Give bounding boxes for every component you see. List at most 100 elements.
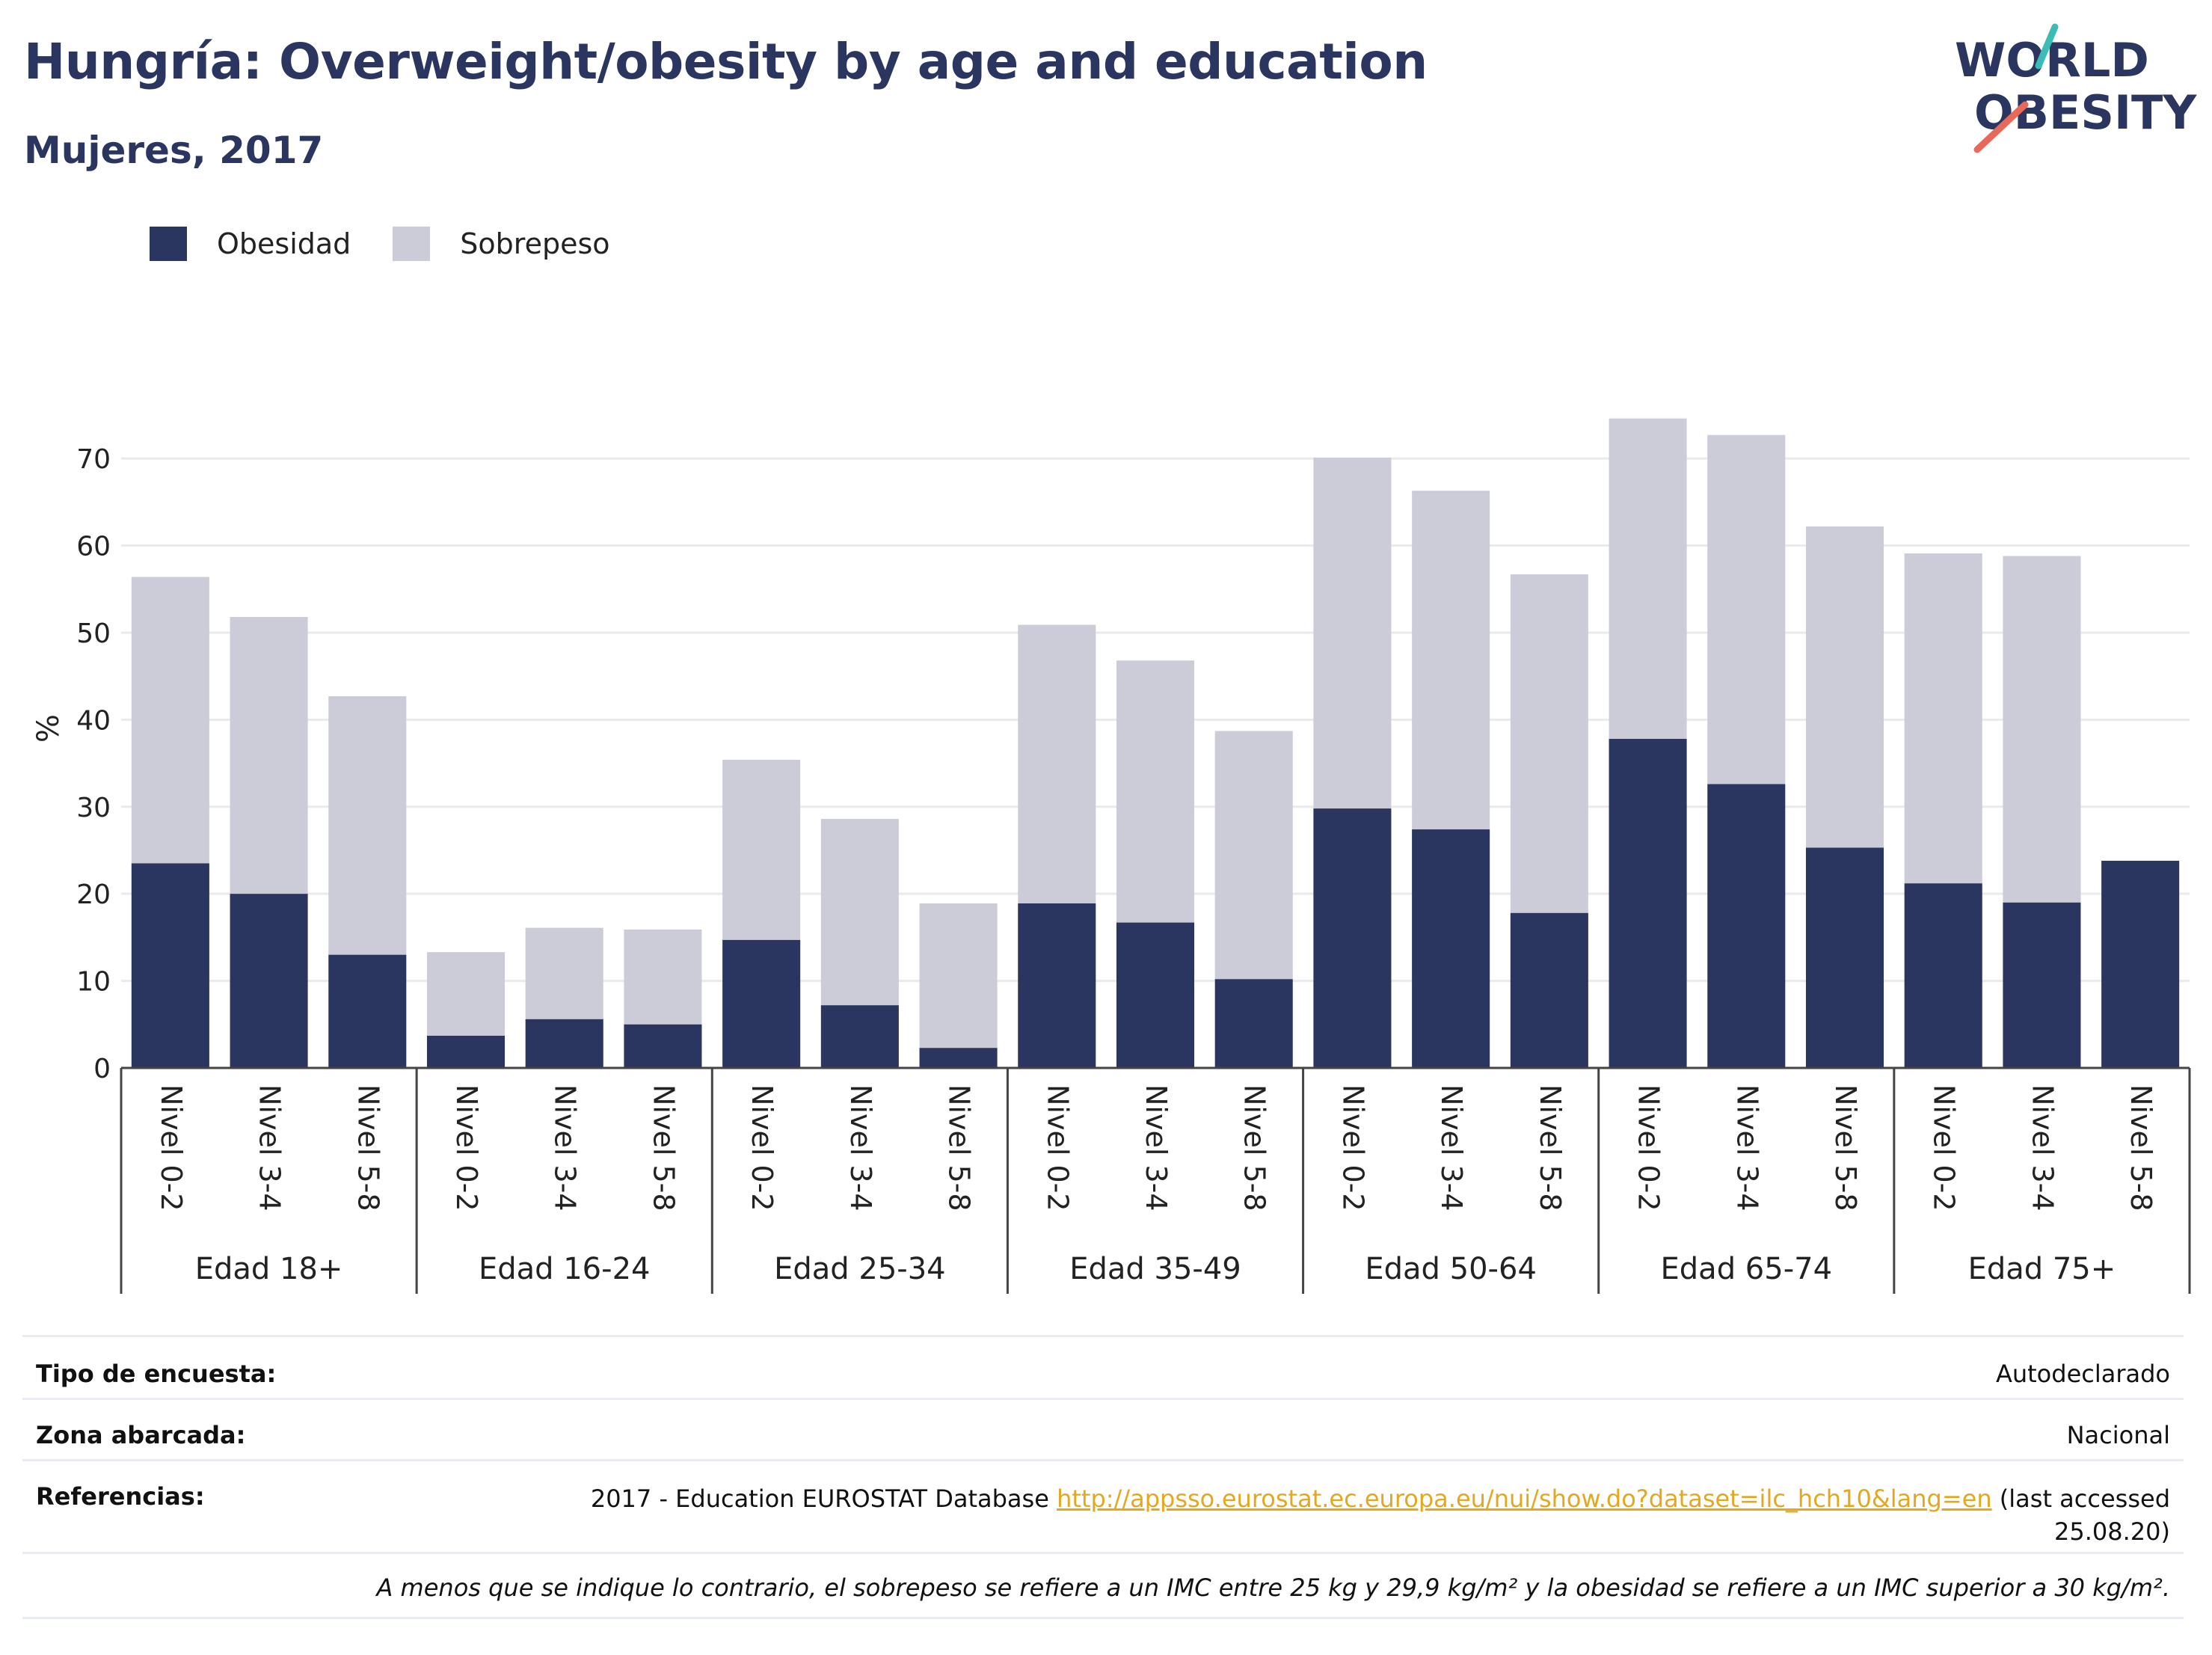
survey-type-label: Tipo de encuesta: [36, 1360, 277, 1388]
x-level-label: Nivel 3-4 [2026, 1084, 2059, 1212]
bar-overweight [1805, 526, 1884, 848]
chart-legend: Obesidad Sobrepeso [150, 221, 652, 266]
legend-label-obesity: Obesidad [217, 227, 351, 260]
bar-overweight [1904, 553, 1982, 884]
logo-word-2: OBESITY [1974, 85, 2197, 140]
x-level-label: Nivel 3-4 [254, 1084, 286, 1212]
x-level-label: Nivel 5-8 [2125, 1084, 2157, 1212]
legend-item-obesity[interactable]: Obesidad [150, 227, 351, 261]
bar-obesity [1313, 808, 1392, 1068]
info-row-note: A menos que se indique lo contrario, el … [22, 1552, 2184, 1619]
logo-slash-teal [2035, 23, 2059, 70]
coverage-value: Nacional [2066, 1421, 2170, 1449]
bar-overweight [1412, 491, 1490, 830]
bar-obesity [230, 894, 308, 1068]
y-axis-label: % [31, 714, 66, 743]
bar-obesity [2101, 860, 2180, 1068]
bar-obesity [1214, 979, 1293, 1068]
x-level-label: Nivel 5-8 [1829, 1084, 1862, 1212]
x-group-label: Edad 50-64 [1365, 1252, 1537, 1286]
bar-overweight [1018, 624, 1096, 903]
x-level-label: Nivel 3-4 [1140, 1084, 1173, 1212]
x-level-label: Nivel 5-8 [647, 1084, 680, 1212]
y-tick-label: 60 [76, 532, 111, 562]
bar-obesity [1412, 829, 1490, 1068]
x-level-label: Nivel 0-2 [450, 1084, 483, 1212]
definition-note: A menos que se indique lo contrario, el … [376, 1573, 2170, 1602]
x-group-label: Edad 35-49 [1069, 1252, 1241, 1286]
x-group-label: Edad 25-34 [774, 1252, 946, 1286]
bar-obesity [131, 863, 209, 1068]
x-level-label: Nivel 0-2 [746, 1084, 778, 1212]
x-level-label: Nivel 5-8 [1238, 1084, 1271, 1212]
x-level-label: Nivel 0-2 [1336, 1084, 1369, 1212]
bar-obesity [722, 939, 801, 1068]
x-level-label: Nivel 0-2 [1928, 1084, 1961, 1212]
bar-obesity [919, 1048, 998, 1068]
x-level-label: Nivel 0-2 [1041, 1084, 1074, 1212]
y-tick-label: 40 [76, 705, 111, 736]
x-level-label: Nivel 3-4 [549, 1084, 582, 1212]
x-level-label: Nivel 5-8 [943, 1084, 976, 1212]
bar-obesity [1116, 922, 1195, 1068]
bar-overweight [1313, 457, 1392, 809]
y-tick-label: 50 [76, 618, 111, 649]
info-row-coverage: Zona abarcada: Nacional [22, 1398, 2184, 1461]
x-group-label: Edad 65-74 [1661, 1252, 1833, 1286]
bar-obesity [2003, 902, 2081, 1068]
coverage-label: Zona abarcada: [36, 1421, 246, 1449]
bar-obesity [1609, 738, 1687, 1068]
bar-overweight [1116, 660, 1195, 923]
bar-overweight [1609, 418, 1687, 739]
references-value: 2017 - Education EUROSTAT Database http:… [591, 1482, 2170, 1548]
y-tick-label: 0 [93, 1054, 111, 1084]
bar-obesity [426, 1035, 506, 1068]
bar-overweight [919, 903, 998, 1048]
y-tick-label: 70 [76, 444, 111, 475]
page-subtitle: Mujeres, 2017 [24, 129, 324, 172]
legend-swatch-obesity [150, 227, 187, 261]
info-row-survey-type: Tipo de encuesta: Autodeclarado [22, 1335, 2184, 1400]
x-group-label: Edad 18+ [195, 1252, 343, 1286]
bar-obesity [820, 1005, 899, 1068]
bar-overweight [722, 759, 801, 940]
x-group-label: Edad 16-24 [479, 1252, 651, 1286]
logo-slash-red [1973, 101, 2029, 153]
bar-overweight [624, 929, 702, 1025]
bar-overweight [820, 819, 899, 1006]
bar-overweight [1707, 435, 1786, 784]
references-suffix-1: (last accessed [1999, 1484, 2170, 1513]
info-row-references: Referencias: 2017 - Education EUROSTAT D… [22, 1459, 2184, 1554]
legend-swatch-overweight [393, 227, 431, 261]
legend-item-overweight[interactable]: Sobrepeso [393, 227, 610, 261]
references-prefix: 2017 - Education EUROSTAT Database [590, 1484, 1049, 1513]
bar-overweight [2003, 556, 2081, 903]
references-link[interactable]: http://appsso.eurostat.ec.europa.eu/nui/… [1057, 1484, 1992, 1513]
bar-overweight [1510, 574, 1588, 913]
world-obesity-logo: WORLD OBESITY [1955, 23, 2197, 153]
x-level-label: Nivel 5-8 [1534, 1084, 1567, 1212]
bar-obesity [1707, 784, 1786, 1068]
bar-overweight [131, 577, 209, 864]
x-level-label: Nivel 5-8 [351, 1084, 384, 1212]
bar-obesity [1018, 903, 1096, 1068]
x-level-label: Nivel 0-2 [155, 1084, 188, 1212]
x-level-label: Nivel 3-4 [1730, 1084, 1763, 1212]
x-level-label: Nivel 0-2 [1632, 1084, 1665, 1212]
references-suffix-2: 25.08.20) [2054, 1517, 2170, 1546]
survey-type-value: Autodeclarado [1995, 1360, 2170, 1388]
x-group-label: Edad 75+ [1968, 1252, 2116, 1286]
bar-obesity [328, 954, 407, 1068]
bar-obesity [624, 1024, 702, 1068]
bar-overweight [426, 952, 506, 1036]
x-level-label: Nivel 3-4 [1435, 1084, 1468, 1212]
x-level-label: Nivel 3-4 [844, 1084, 877, 1212]
bar-overweight [328, 696, 407, 955]
references-label: Referencias: [36, 1482, 205, 1511]
bar-obesity [1510, 912, 1588, 1068]
legend-label-overweight: Sobrepeso [460, 227, 610, 260]
bar-obesity [525, 1019, 603, 1068]
y-tick-label: 30 [76, 793, 111, 823]
bar-overweight [230, 616, 308, 894]
bar-chart: 0 10 20 30 40 50 60 70% Nivel 0-2 Nivel 3-4 Nivel … [31, 418, 2191, 1294]
